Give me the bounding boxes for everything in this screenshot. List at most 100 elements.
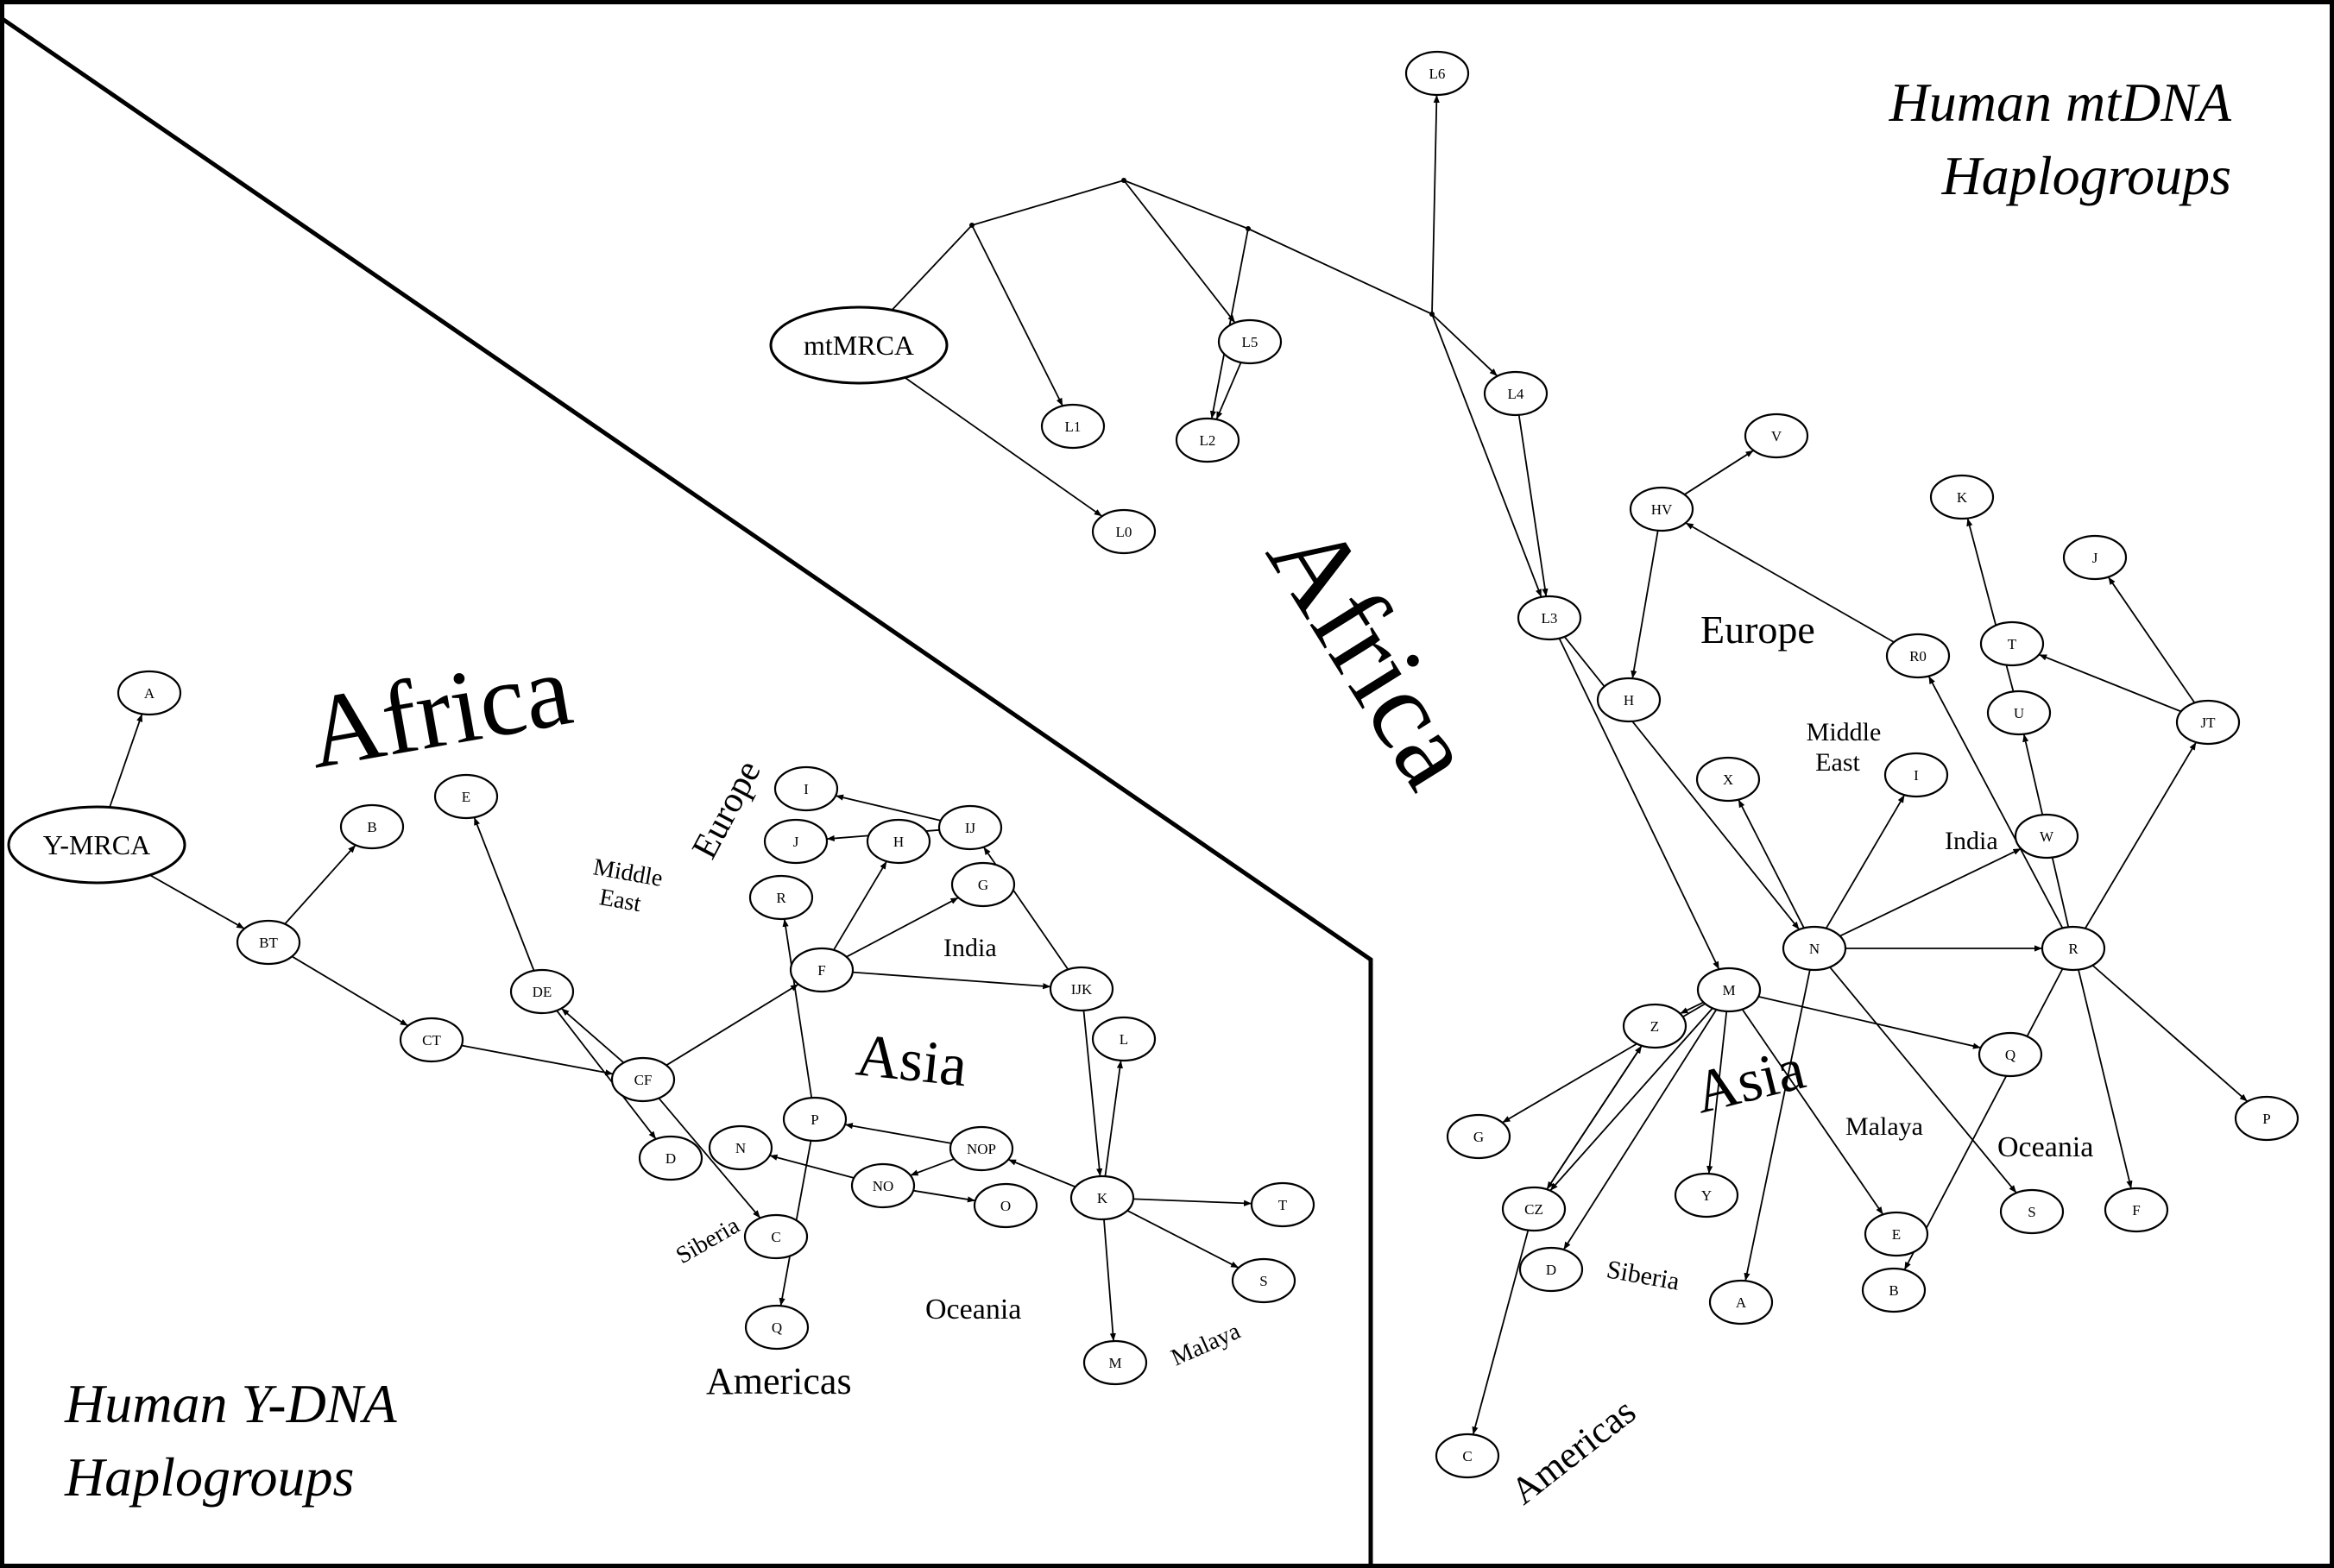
mtdna-region-americas: Americas	[1503, 1389, 1643, 1512]
mtdna-junction-dot	[969, 223, 975, 228]
ydna-edge-k-to-m	[1103, 1219, 1116, 1342]
ydna-node-h: H	[866, 818, 931, 865]
ydna-node-ellipse	[1049, 966, 1114, 1012]
mtdna-node-label: Z	[1650, 1018, 1659, 1035]
mtdna-node-d: D	[1518, 1246, 1584, 1293]
mtdna-edge-r0-to-hv	[1685, 522, 1895, 643]
mtdna-edge-j1-to-l1	[971, 224, 1063, 406]
ydna-region-malaya: Malaya	[1167, 1318, 1245, 1372]
mtdna-node-l4: L4	[1483, 370, 1549, 417]
mtdna-edge-m-to-q	[1757, 995, 1982, 1049]
ydna-node-ellipse	[743, 1213, 809, 1260]
mtdna-edge-cz-to-c	[1472, 1230, 1530, 1435]
mtdna-node-a: A	[1708, 1279, 1774, 1326]
mtdna-edge-l5-to-l2	[1215, 362, 1242, 420]
mtdna-node-l6: L6	[1404, 50, 1470, 97]
mtdna-edge-jt-to-j	[2107, 576, 2196, 703]
mtdna-node-label: I	[1914, 767, 1919, 784]
ydna-node-n: N	[708, 1124, 773, 1171]
mtdna-node-label: B	[1889, 1282, 1898, 1299]
mtdna-node-label: R	[2068, 941, 2079, 957]
mtdna-node-ellipse	[1483, 370, 1549, 417]
ydna-node-label: C	[771, 1229, 780, 1245]
ydna-edge-no-to-o	[912, 1189, 976, 1203]
mtdna-node-label: M	[1722, 982, 1735, 998]
ydna-node-label: J	[793, 834, 799, 850]
ydna-node-ellipse	[850, 1162, 916, 1209]
mtdna-node-l5: L5	[1217, 318, 1283, 365]
mtdna-node-c: C	[1435, 1433, 1500, 1479]
ydna-edge-cf-to-f	[666, 983, 799, 1067]
mtdna-region-east: East	[1815, 748, 1860, 777]
mtdna-node-label: L0	[1116, 524, 1132, 540]
mtdna-node-ellipse	[1040, 403, 1106, 450]
mtdna-node-ellipse	[2104, 1187, 2169, 1233]
mtdna-edge-mtmrca-to-j1	[891, 224, 973, 311]
ydna-edge-k-to-nop	[1007, 1158, 1076, 1188]
ydna-root-ellipse	[7, 805, 186, 885]
mtdna-node-label: R0	[1909, 648, 1927, 664]
mtdna-node-h: H	[1596, 677, 1662, 723]
ydna-node-ellipse	[789, 947, 855, 993]
ydna-edge-nop-to-p	[844, 1123, 952, 1144]
ydna-node-ellipse	[236, 919, 301, 966]
ydna-node-label: K	[1097, 1190, 1108, 1206]
mtdna-node-ellipse	[1696, 967, 1762, 1013]
mtdna-root-ellipse	[769, 305, 949, 385]
mtdna-edge-l4-to-l3	[1517, 414, 1549, 597]
mtdna-node-ellipse	[1883, 752, 1949, 798]
mtdna-node-label: W	[2040, 828, 2054, 845]
mtdna-edge-j4-to-l6	[1431, 94, 1440, 315]
mtdna-node-label: J	[2092, 550, 2098, 566]
mtdna-node-label: G	[1473, 1129, 1484, 1145]
mtdna-node-j: J	[2062, 534, 2128, 581]
mtdna-edge-m-to-e	[1741, 1009, 1884, 1215]
ydna-node-label: NOP	[967, 1141, 996, 1157]
mtdna-node-label: F	[2132, 1202, 2140, 1219]
mtdna-node-label: N	[1809, 941, 1820, 957]
ydna-edge-bt-to-ct	[291, 955, 409, 1027]
ydna-node-label: D	[666, 1150, 676, 1167]
ydna-node-ellipse	[433, 773, 499, 820]
mtdna-node-t: T	[1979, 620, 2045, 667]
mtdna-node-label: U	[2014, 705, 2024, 721]
mtdna-node-label: L1	[1065, 419, 1082, 435]
ydna-node-ellipse	[949, 1125, 1014, 1172]
mtdna-node-label: L5	[1242, 334, 1258, 350]
ydna-node-r: R	[748, 874, 814, 921]
mtdna-node-ellipse	[2014, 813, 2079, 860]
mtdna-node-ellipse	[1885, 633, 1951, 679]
ydna-node-label: BT	[259, 935, 278, 951]
mtdna-title-line2: Haplogroups	[1941, 145, 2231, 206]
ydna-node-ellipse	[973, 1182, 1038, 1229]
mtdna-edge-z-to-cz	[1546, 1045, 1643, 1190]
mtdna-node-m: M	[1696, 967, 1762, 1013]
mtdna-node-cz: CZ	[1501, 1186, 1567, 1232]
mtdna-edge-l3-to-m	[1558, 638, 1720, 970]
mtdna-node-ellipse	[1217, 318, 1283, 365]
mtdna-node-l1: L1	[1040, 403, 1106, 450]
mtdna-node-u: U	[1986, 690, 2052, 736]
edges-layer	[109, 94, 2249, 1435]
ydna-node-d: D	[638, 1135, 703, 1181]
ydna-node-o: O	[973, 1182, 1038, 1229]
ydna-node-ellipse	[744, 1304, 810, 1351]
mtdna-title-line1: Human mtDNA	[1889, 72, 2232, 133]
mtdna-node-ellipse	[1979, 620, 2045, 667]
mtdna-edge-j3-to-j4	[1247, 228, 1433, 315]
mtdna-node-f: F	[2104, 1187, 2169, 1233]
ydna-node-label: R	[776, 890, 786, 906]
mtdna-node-ellipse	[1999, 1188, 2065, 1235]
ydna-node-a: A	[117, 670, 182, 716]
mtdna-node-w: W	[2014, 813, 2079, 860]
mtdna-region-oceania: Oceania	[1997, 1131, 2093, 1163]
ydna-edge-k-to-s	[1126, 1210, 1240, 1269]
ydna-node-ellipse	[339, 803, 405, 850]
mtdna-root-node: mtMRCA	[769, 305, 949, 385]
ydna-node-ellipse	[399, 1017, 464, 1063]
ydna-node-ellipse	[117, 670, 182, 716]
mtdna-node-jt: JT	[2175, 699, 2241, 746]
mtdna-node-ellipse	[1929, 474, 1995, 520]
mtdna-edge-jt-to-t	[2038, 653, 2182, 713]
